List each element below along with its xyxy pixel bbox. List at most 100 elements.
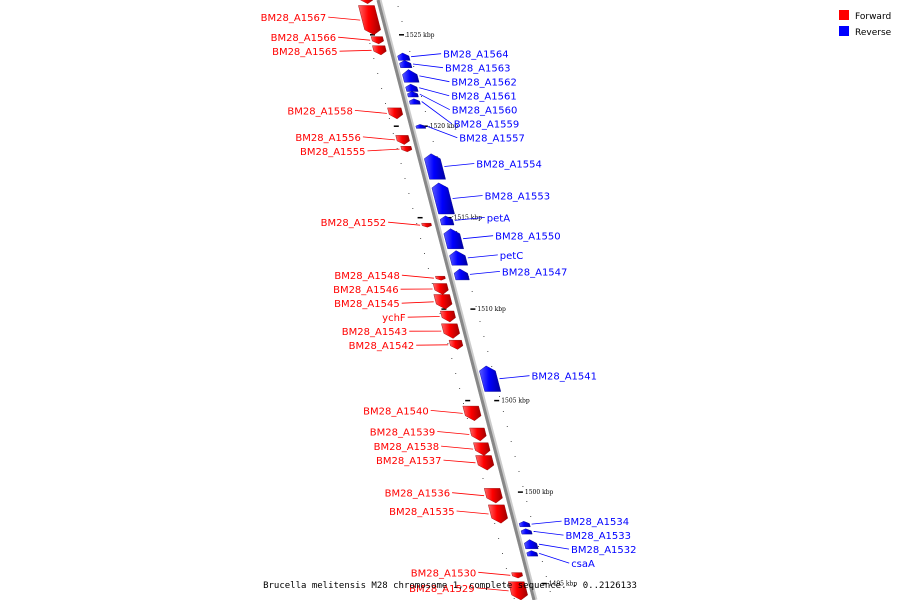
spacer-dot — [530, 516, 532, 517]
spacer-dot — [412, 208, 414, 209]
label-leader-line — [538, 543, 570, 550]
label-leader-line — [421, 101, 452, 125]
label-leader-line — [411, 53, 442, 58]
gene-arrow-bm28_a1563 — [399, 60, 413, 68]
gene-arrow-bm28_a1555 — [400, 146, 413, 153]
spacer-dot — [466, 418, 468, 419]
label-leader-line — [401, 274, 434, 279]
spacer-dot — [538, 546, 539, 547]
gene-arrow-bm28_a1556 — [395, 135, 410, 145]
spacer-dot — [397, 6, 399, 7]
gene-label: BM28_A1552 — [321, 218, 387, 229]
scale-tick-label: 1495 kbp — [549, 581, 578, 588]
spacer-dot — [510, 441, 512, 442]
spacer-dot — [424, 253, 425, 254]
gene-label: BM28_A1534 — [564, 517, 630, 528]
legend-reverse-label: Reverse — [855, 28, 892, 38]
spacer-dot — [463, 403, 464, 404]
gene-label: BM28_A1535 — [389, 507, 455, 518]
gene-label: BM28_A1553 — [485, 192, 551, 203]
gene-arrow-bm28_a1539 — [469, 427, 487, 442]
gene-label: BM28_A1554 — [476, 160, 542, 171]
spacer-dot — [483, 336, 485, 337]
spacer-dot — [459, 388, 461, 389]
scale-tick-label: 1510 kbp — [477, 306, 506, 313]
gene-arrow-csaa — [526, 550, 539, 557]
spacer-dot — [416, 223, 418, 224]
gene-arrow-bm28_a1541 — [479, 365, 502, 392]
legend-reverse-swatch — [839, 26, 849, 36]
gene-arrow-bm28_a1529 — [507, 581, 528, 600]
gene-arrow-bm28_a1552 — [421, 222, 432, 228]
scale-tick-label: 1515 kbp — [454, 215, 483, 222]
spacer-dot — [405, 36, 407, 37]
gene-label: BM28_A1560 — [452, 106, 518, 117]
gene-label: BM28_A1555 — [300, 147, 366, 158]
label-leader-line — [412, 63, 444, 69]
spacer-dot — [396, 148, 398, 149]
gene-arrow-bm28_a1546 — [432, 283, 449, 295]
gene-arrow-bm28_a1564 — [397, 52, 411, 61]
spacer-dot — [388, 118, 390, 119]
gene-label: BM28_A1529 — [409, 584, 475, 595]
spacer-dot — [431, 283, 433, 284]
label-leader-line — [443, 459, 476, 464]
label-leader-line — [467, 254, 498, 259]
gene-label: BM28_A1540 — [363, 406, 429, 417]
gene-arrow-petc — [449, 250, 468, 266]
spacer-dot — [369, 43, 371, 44]
gene-label: BM28_A1541 — [532, 372, 598, 383]
spacer-dot — [471, 291, 473, 292]
gene-arrow-bm28_a1536 — [483, 488, 503, 504]
gene-arrow-bm28_a1557 — [415, 124, 427, 129]
label-leader-line — [452, 492, 485, 497]
spacer-dot — [409, 51, 411, 52]
legend: Forward Reverse — [839, 10, 892, 38]
label-leader-line — [419, 75, 450, 83]
gene-label: BM28_A1559 — [454, 120, 520, 131]
gene-label: BM28_A1547 — [502, 267, 568, 278]
gene-label: BM28_A1558 — [287, 106, 353, 117]
spacer-dot — [420, 238, 422, 239]
label-leader-line — [463, 235, 494, 240]
label-leader-line — [456, 510, 489, 515]
gene-arrow-ychf — [440, 310, 456, 323]
label-leader-line — [401, 301, 434, 304]
spacer-dot — [487, 351, 489, 352]
label-leader-line — [469, 271, 500, 275]
label-leader-line — [531, 520, 562, 525]
spacer-dot — [513, 598, 515, 599]
spacer-dot — [498, 538, 500, 539]
label-leader-line — [539, 553, 570, 564]
gene-arrow-bm28_a1543 — [441, 323, 460, 339]
spacer-dot — [456, 231, 458, 232]
gene-label: BM28_A1542 — [349, 341, 415, 352]
gene-label: BM28_A1533 — [566, 531, 632, 542]
spacer-dot — [373, 58, 375, 59]
gene-arrow-bm28_a1545 — [433, 294, 453, 310]
spacer-dot — [377, 73, 379, 74]
label-leader-line — [437, 431, 470, 435]
gene-arrow-bm28_a1535 — [488, 504, 508, 524]
spacer-dot — [451, 358, 453, 359]
spacer-dot — [400, 163, 402, 164]
spacer-dot — [541, 561, 543, 562]
scale-tick-label: 1520 kbp — [430, 123, 459, 130]
gene-arrow-bm28_a1558 — [387, 107, 404, 120]
spacer-dot — [482, 478, 484, 479]
map-caption: Brucella melitensis M28 chromosome 1, co… — [263, 581, 637, 591]
gene-arrow-bm28_a1565 — [372, 45, 387, 56]
gene-label: petA — [487, 213, 510, 224]
spacer-dot — [518, 471, 520, 472]
spacer-dot — [522, 486, 524, 487]
spacer-dot — [506, 426, 508, 427]
gene-arrow-bm28_a1553 — [431, 182, 455, 215]
gene-label: BM28_A1543 — [342, 327, 408, 338]
scale-tick-label: 1500 kbp — [525, 489, 554, 496]
gene-labels: BM28_A1567 BM28_A1566 BM28_A1565 BM28_A1564… — [261, 13, 637, 595]
spacer-dot — [436, 156, 438, 157]
label-leaders — [328, 16, 570, 592]
label-leader-line — [499, 375, 530, 380]
gene-label: BM28_A1564 — [443, 50, 509, 61]
spacer-dot — [413, 66, 415, 67]
